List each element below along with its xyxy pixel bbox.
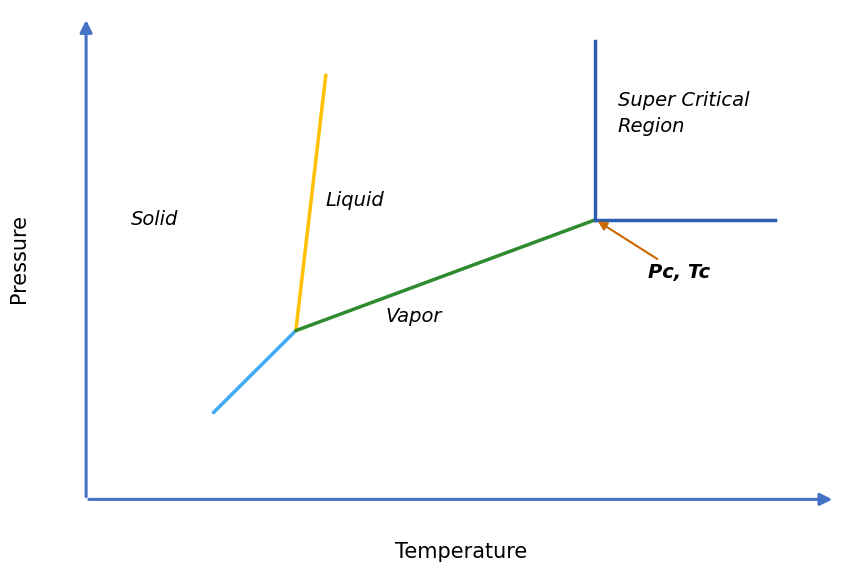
Text: Pc, Tc: Pc, Tc — [600, 223, 710, 282]
Text: Solid: Solid — [131, 210, 178, 229]
Text: Pressure: Pressure — [9, 214, 28, 303]
Text: Temperature: Temperature — [394, 542, 527, 563]
Text: Vapor: Vapor — [386, 307, 442, 325]
Text: Liquid: Liquid — [325, 191, 385, 210]
Text: Super Critical
Region: Super Critical Region — [618, 91, 749, 137]
